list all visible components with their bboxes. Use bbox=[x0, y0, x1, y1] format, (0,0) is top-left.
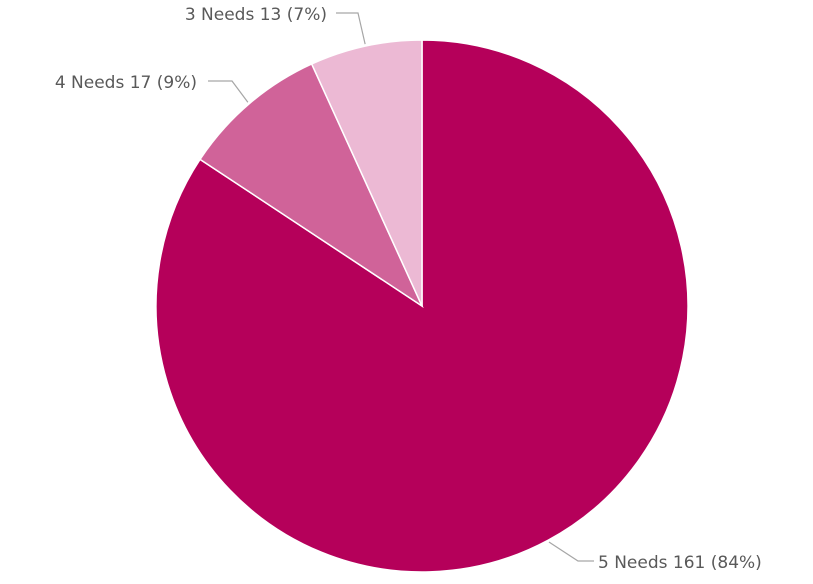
leader-line-5-needs bbox=[548, 541, 594, 562]
leader-line-4-needs bbox=[208, 80, 249, 103]
data-label-4-needs: 4 Needs 17 (9%) bbox=[55, 73, 197, 93]
pie-slice-3-needs bbox=[310, 39, 423, 307]
pie-slice-4-needs bbox=[199, 62, 424, 309]
data-labels-layer: 5 Needs 161 (84%) 4 Needs 17 (9%) 3 Needs … bbox=[55, 5, 762, 573]
data-label-3-needs: 3 Needs 13 (7%) bbox=[185, 5, 327, 25]
leader-lines-layer bbox=[208, 12, 594, 562]
leader-line-3-needs bbox=[336, 12, 366, 45]
slices-layer bbox=[155, 39, 689, 573]
data-label-5-needs: 5 Needs 161 (84%) bbox=[598, 553, 762, 573]
